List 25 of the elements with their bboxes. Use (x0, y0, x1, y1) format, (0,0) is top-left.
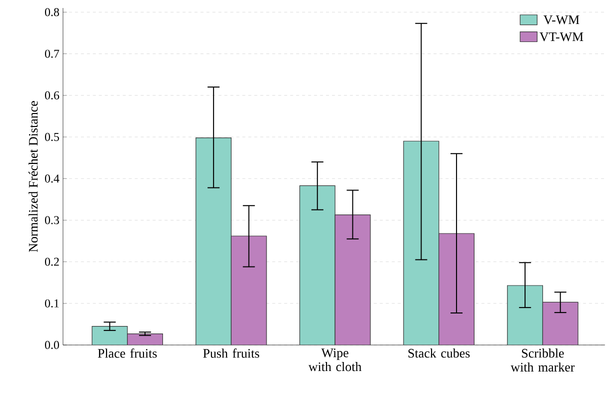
legend-label: V-WM (544, 16, 580, 24)
legend-label: VT-WM (540, 32, 584, 42)
bar (92, 326, 128, 345)
x-tick-label: Stack cubes (408, 348, 470, 358)
x-tick-label: Wipe with cloth (308, 348, 362, 372)
bar (196, 138, 232, 345)
x-tick-label: Place fruits (98, 348, 157, 358)
y-axis-title: Normalized Fréchet Distance (28, 101, 38, 252)
bar (230, 236, 267, 345)
y-tick-label: 0.7 (44, 50, 60, 58)
y-tick-label: 0.0 (44, 340, 60, 350)
x-tick-label: Push fruits (203, 348, 260, 358)
x-tick-label: Scribble with marker (510, 348, 575, 372)
y-tick-label: 0.2 (44, 258, 59, 266)
bar (299, 185, 336, 345)
bar (507, 285, 544, 345)
bar (542, 302, 578, 345)
bar (334, 214, 371, 345)
y-tick-label: 0.6 (44, 91, 60, 100)
y-tick-label: 0.8 (44, 8, 60, 16)
y-tick-label: 0.5 (44, 132, 60, 142)
bar (127, 334, 163, 345)
y-tick-label: 0.4 (44, 174, 60, 183)
y-tick-label: 0.1 (44, 299, 59, 308)
y-tick-label: 0.3 (44, 216, 60, 224)
